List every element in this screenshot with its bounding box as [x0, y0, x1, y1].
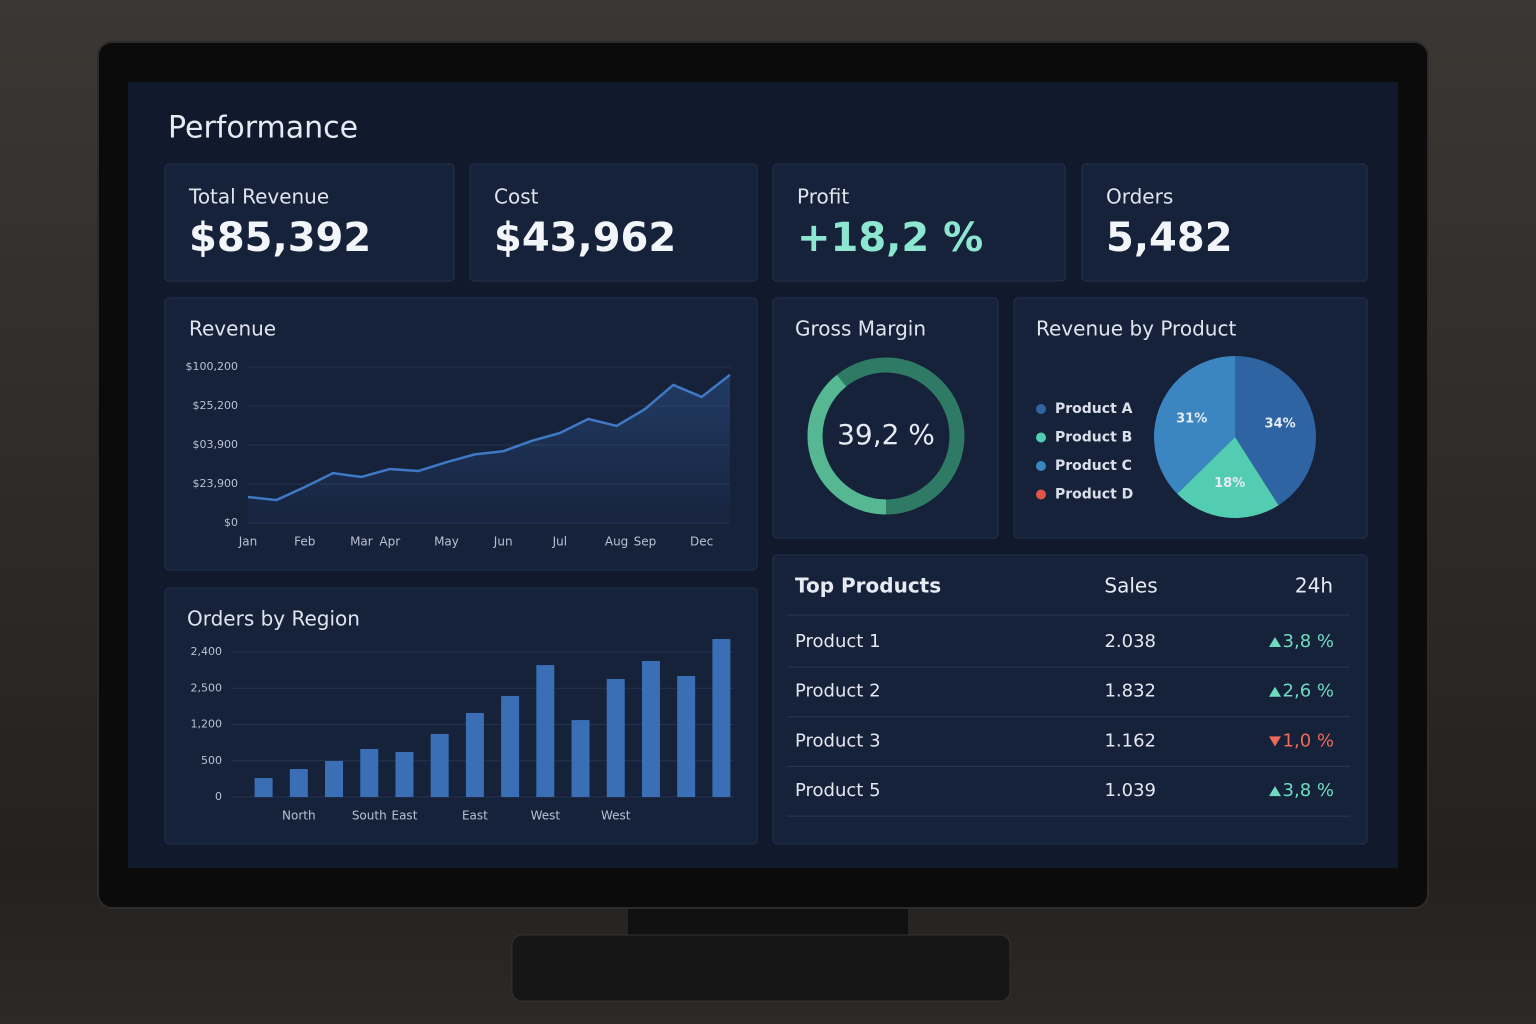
y-axis-label: 2,400 [191, 645, 223, 658]
kpi-card [772, 163, 1066, 282]
bar [606, 678, 625, 797]
line [247, 373, 731, 502]
bar [712, 639, 731, 797]
pie-slice [1235, 356, 1316, 506]
legend-swatch [1036, 404, 1046, 414]
kpi-label: Cost [494, 185, 539, 209]
table-card [772, 554, 1368, 845]
x-tick-label: North [282, 809, 316, 823]
x-tick-label: Aug [605, 535, 628, 549]
y-axis-label: 2,500 [191, 681, 223, 694]
bar [536, 665, 555, 797]
y-axis-label: 1,200 [191, 718, 223, 731]
bar [289, 769, 308, 797]
bar [465, 712, 484, 797]
y-axis-label: 0 [215, 790, 222, 803]
y-axis-label: $23,900 [193, 477, 239, 490]
slice-label: 34% [1265, 416, 1296, 431]
legend-swatch [1036, 489, 1046, 500]
x-tick-label: Jan [238, 535, 258, 549]
x-tick-label: West [531, 809, 561, 823]
kpi-label: Profit [797, 185, 849, 209]
trend-arrow [1269, 736, 1281, 747]
x-tick-label: Mar [350, 535, 373, 549]
bar [501, 696, 520, 797]
x-tick-label: Jun [493, 535, 513, 549]
kpi-value: +18,2 % [797, 215, 983, 261]
kpi-row: Total Revenue $85,392 Cost $43,962 Profit +18… [164, 163, 1368, 282]
chart-title: Revenue [189, 317, 276, 341]
product-name: Product 3 [795, 730, 881, 751]
product-change: 3,8 % [1283, 780, 1334, 801]
kpi-label: Total Revenue [188, 185, 329, 209]
legend-label: Product C [1055, 458, 1132, 474]
x-tick-label: Apr [379, 535, 400, 549]
legend-label: Product D [1055, 487, 1133, 503]
table-header: Top Products [795, 574, 941, 598]
y-axis-label: $25,200 [193, 399, 239, 412]
legend-label: Product B [1055, 430, 1132, 446]
kpi-label: Orders [1106, 185, 1173, 209]
product-change: 1,0 % [1283, 730, 1334, 751]
x-tick-label: East [462, 809, 488, 823]
legend-swatch [1036, 432, 1046, 443]
legend-swatch [1036, 461, 1046, 471]
trend-arrow [1269, 786, 1281, 797]
donut-arc [807, 357, 965, 515]
x-tick-label: May [434, 535, 459, 549]
y-axis-label: $100,200 [186, 360, 239, 373]
bar [325, 760, 344, 797]
monitor-base [511, 934, 1011, 1002]
table-header: 24h [1295, 574, 1333, 598]
trend-arrow [1269, 686, 1281, 697]
x-tick-label: Dec [690, 535, 713, 549]
y-axis-label: $0 [224, 516, 238, 529]
kpi-value: 5,482 [1106, 215, 1233, 261]
slice-label: 18% [1214, 476, 1245, 491]
product-sales: 1.162 [1104, 730, 1156, 751]
product-sales: 1.039 [1104, 780, 1156, 801]
chart-title: Gross Margin [795, 317, 926, 341]
x-tick-label: Feb [294, 535, 315, 549]
area [248, 374, 730, 523]
y-axis-label: $03,900 [193, 438, 239, 451]
product-sales: 1.832 [1104, 681, 1156, 702]
product-name: Product 1 [795, 631, 881, 652]
product-name: Product 5 [795, 780, 881, 801]
product-change: 3,8 % [1283, 631, 1334, 652]
table-header: Sales [1104, 574, 1157, 598]
legend-label: Product A [1055, 401, 1133, 417]
kpi-card [469, 163, 758, 282]
x-tick-label: South [352, 809, 387, 823]
page-title: Performance [168, 111, 358, 146]
product-change: 2,6 % [1283, 681, 1334, 702]
slice-label: 31% [1176, 411, 1207, 426]
kpi-card [164, 163, 455, 282]
product-name: Product 2 [795, 681, 881, 702]
kpi-card [1081, 163, 1368, 282]
donut-label: 39,2 % [837, 418, 935, 451]
chart-title: Revenue by Product [1036, 317, 1236, 341]
bar [430, 733, 449, 797]
x-tick-label: Jul [552, 535, 567, 549]
x-tick-label: West [601, 809, 631, 823]
chart-title: Orders by Region [187, 607, 360, 631]
pie-slice [1154, 356, 1235, 494]
trend-arrow [1269, 637, 1281, 647]
kpi-value: $85,392 [189, 215, 371, 261]
bar [395, 751, 414, 797]
bar [571, 720, 590, 797]
bar [360, 748, 379, 797]
bar [677, 675, 696, 797]
pie-slice [1177, 437, 1279, 518]
kpi-value: $43,962 [494, 215, 676, 261]
bar [641, 660, 660, 797]
y-axis-label: 500 [201, 754, 222, 767]
x-tick-label: Sep [634, 535, 657, 549]
bar [254, 778, 273, 797]
x-tick-label: East [392, 809, 418, 823]
product-sales: 2.038 [1104, 631, 1156, 652]
